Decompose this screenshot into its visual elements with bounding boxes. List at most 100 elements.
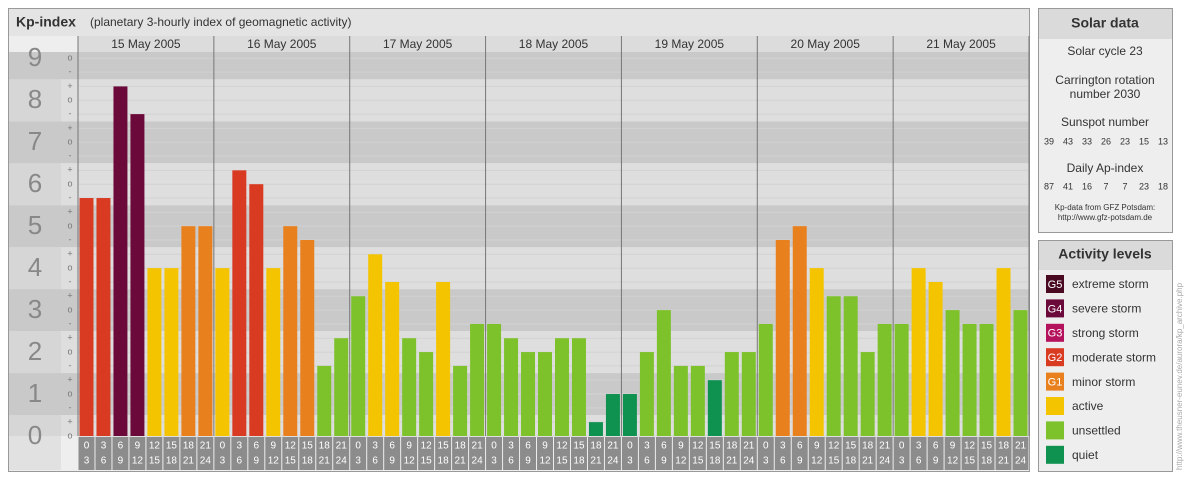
hour-box bbox=[672, 437, 689, 470]
level-badge: G2 bbox=[1048, 352, 1063, 364]
hour-box bbox=[316, 437, 333, 470]
y-minor-label: - bbox=[69, 108, 72, 118]
date-row bbox=[78, 36, 1029, 52]
hour-label: 18 bbox=[981, 456, 993, 467]
hour-box bbox=[995, 437, 1012, 470]
y-tick-label: 3 bbox=[28, 294, 42, 324]
hour-box bbox=[944, 437, 961, 470]
bar bbox=[588, 422, 603, 436]
hour-label: 3 bbox=[355, 456, 361, 467]
hour-label: 3 bbox=[763, 456, 769, 467]
level-name: moderate storm bbox=[1072, 350, 1156, 364]
bar bbox=[928, 281, 943, 436]
hour-box bbox=[825, 437, 842, 470]
hour-label: 24 bbox=[200, 456, 212, 467]
solar-value: 15 bbox=[1139, 136, 1149, 146]
hour-label: 21 bbox=[1015, 441, 1027, 452]
bar bbox=[673, 365, 688, 436]
hour-label: 12 bbox=[149, 441, 161, 452]
y-minor-label: o bbox=[67, 346, 72, 356]
bar bbox=[385, 281, 400, 436]
y-minor-label: + bbox=[67, 417, 72, 427]
solar-value: 33 bbox=[1082, 136, 1092, 146]
bar bbox=[283, 226, 298, 436]
solar-value: 43 bbox=[1063, 136, 1073, 146]
y-minor-label: o bbox=[67, 263, 72, 273]
hour-label: 6 bbox=[101, 456, 107, 467]
hour-label: 21 bbox=[607, 441, 619, 452]
solar-header bbox=[1039, 9, 1172, 39]
hour-label: 0 bbox=[627, 441, 633, 452]
level-badge: G4 bbox=[1048, 303, 1063, 315]
y-minor-label: o bbox=[67, 179, 72, 189]
hour-box bbox=[689, 437, 706, 470]
hour-label: 0 bbox=[491, 441, 497, 452]
bar bbox=[402, 338, 417, 436]
levels-header bbox=[1039, 241, 1172, 270]
hour-label: 3 bbox=[220, 456, 226, 467]
hour-label: 18 bbox=[726, 441, 738, 452]
level-badge: G3 bbox=[1048, 328, 1063, 340]
bar bbox=[571, 338, 586, 436]
hour-label: 6 bbox=[780, 456, 786, 467]
y-minor-label: + bbox=[67, 123, 72, 133]
bar bbox=[266, 268, 281, 436]
hour-label: 0 bbox=[84, 441, 90, 452]
hour-label: 0 bbox=[763, 441, 769, 452]
hour-box bbox=[469, 437, 486, 470]
hour-box bbox=[876, 437, 893, 470]
hour-label: 18 bbox=[998, 441, 1010, 452]
hour-box bbox=[520, 437, 537, 470]
hour-label: 18 bbox=[166, 456, 178, 467]
hour-box bbox=[78, 437, 95, 470]
hour-label: 21 bbox=[183, 456, 195, 467]
solar-value: 18 bbox=[1158, 181, 1168, 191]
hour-label: 9 bbox=[950, 441, 956, 452]
solar-value: 26 bbox=[1101, 136, 1111, 146]
axis-bg bbox=[9, 52, 61, 470]
date-label: 17 May 2005 bbox=[383, 37, 453, 51]
hour-label: 21 bbox=[998, 456, 1010, 467]
y-minor-label: o bbox=[67, 53, 72, 63]
hour-box bbox=[537, 437, 553, 470]
hour-label: 6 bbox=[525, 441, 531, 452]
hour-label: 21 bbox=[743, 441, 755, 452]
bar bbox=[639, 352, 654, 436]
y-minor-label: - bbox=[69, 67, 72, 77]
hour-label: 21 bbox=[472, 441, 484, 452]
hour-label: 18 bbox=[455, 441, 467, 452]
source: http://www.gfz-potsdam.de bbox=[1058, 213, 1153, 222]
hour-label: 18 bbox=[319, 441, 331, 452]
y-tick-label: 8 bbox=[28, 84, 42, 114]
hour-box bbox=[95, 437, 112, 470]
y-minor-label: + bbox=[67, 291, 72, 301]
hour-label: 24 bbox=[879, 456, 891, 467]
y-tick-label: 4 bbox=[28, 252, 42, 282]
hour-label: 18 bbox=[302, 456, 314, 467]
hour-label: 15 bbox=[828, 456, 840, 467]
hour-label: 9 bbox=[678, 441, 684, 452]
y-minor-label: o bbox=[67, 304, 72, 314]
hour-label: 18 bbox=[183, 441, 195, 452]
hour-label: 0 bbox=[355, 441, 361, 452]
plot: 0123456789o+-o+-o+-o+-o+-o+-o+-o+-o+-o15… bbox=[9, 36, 1030, 470]
hour-label: 12 bbox=[828, 441, 840, 452]
hour-label: 9 bbox=[525, 456, 531, 467]
level-name: extreme storm bbox=[1072, 277, 1149, 291]
hour-label: 24 bbox=[743, 456, 755, 467]
hour-box bbox=[418, 437, 435, 470]
hour-label: 18 bbox=[590, 441, 602, 452]
band bbox=[9, 52, 1029, 80]
hour-label: 3 bbox=[84, 456, 90, 467]
hour-label: 18 bbox=[709, 456, 721, 467]
hour-label: 9 bbox=[254, 456, 260, 467]
bar bbox=[690, 365, 705, 436]
hour-box bbox=[570, 437, 587, 470]
hour-label: 9 bbox=[135, 441, 141, 452]
bar bbox=[877, 323, 892, 436]
bar bbox=[436, 281, 451, 436]
hour-label: 6 bbox=[916, 456, 922, 467]
bar bbox=[113, 86, 128, 436]
bar bbox=[521, 352, 536, 436]
